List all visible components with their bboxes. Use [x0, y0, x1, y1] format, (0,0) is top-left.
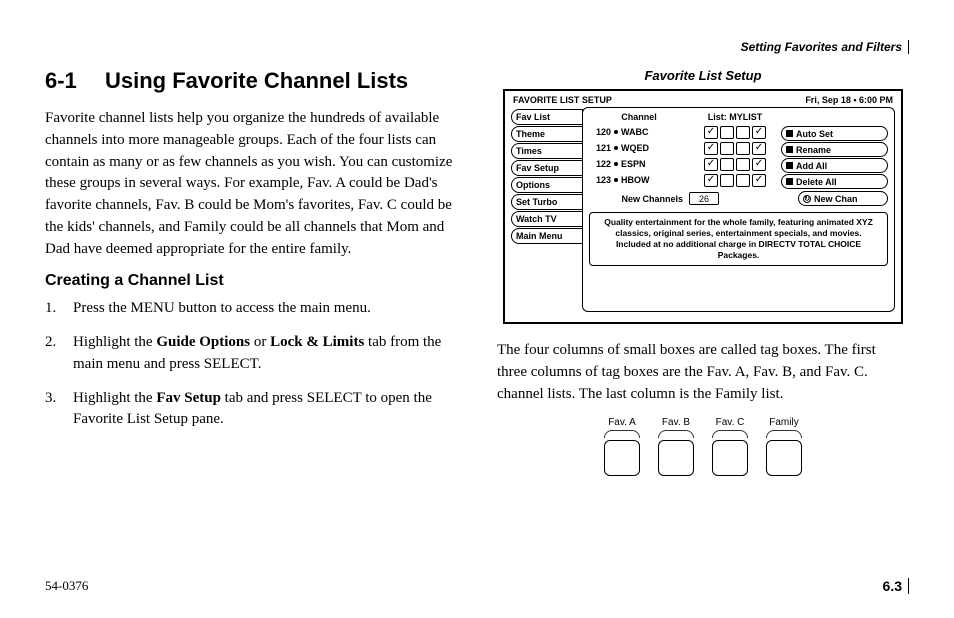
channel-row: 123HBOW: [589, 172, 689, 188]
tag-label-family: Family: [766, 417, 802, 428]
delete-all-button: Delete All: [781, 174, 888, 189]
tag-box: [736, 174, 750, 187]
subsection-heading: Creating a Channel List: [45, 272, 457, 290]
page-number: 6.3: [883, 578, 909, 594]
tag-box: [736, 142, 750, 155]
button-column: Auto Set Rename Add All Delete All: [781, 112, 888, 189]
tag-box-checked: ✓: [752, 126, 766, 139]
tag-box-checked: ✓: [704, 174, 718, 187]
tag-label-b: Fav. B: [658, 417, 694, 428]
square-icon: [786, 178, 793, 185]
tag-box-family: [766, 440, 802, 476]
channel-row: 121WQED: [589, 140, 689, 156]
figure-caption: Favorite List Setup: [497, 68, 909, 83]
tag-box: [720, 174, 734, 187]
dot-icon: [614, 146, 618, 150]
tag-box-checked: ✓: [704, 158, 718, 171]
page-footer: 54-0376 6.3: [45, 578, 909, 594]
channel-column: Channel 120WABC 121WQED 122ESPN 123HBOW: [589, 112, 689, 189]
tag-box-checked: ✓: [704, 142, 718, 155]
left-column: 6-1Using Favorite Channel Lists Favorite…: [45, 68, 457, 476]
refresh-icon: ↻: [803, 195, 811, 203]
tab-main-menu: Main Menu: [511, 228, 583, 244]
square-icon: [786, 130, 793, 137]
tag-box-checked: ✓: [752, 174, 766, 187]
tag-box-checked: ✓: [752, 142, 766, 155]
tag-column: List: MYLIST ✓✓ ✓✓ ✓✓ ✓✓: [695, 112, 775, 189]
arc-icon: [712, 430, 748, 438]
tag-label-a: Fav. A: [604, 417, 640, 428]
arc-icon: [604, 430, 640, 438]
tag-explanation: The four columns of small boxes are call…: [497, 340, 909, 405]
tab-theme: Theme: [511, 126, 583, 142]
square-icon: [786, 162, 793, 169]
intro-paragraph: Favorite channel lists help you organize…: [45, 108, 457, 260]
step-1: Press the MENU button to access the main…: [45, 298, 457, 320]
tab-fav-list: Fav List: [511, 109, 583, 125]
new-channels-row: New Channels 26 ↻New Chan: [589, 191, 888, 206]
add-all-button: Add All: [781, 158, 888, 173]
list-header: List: MYLIST: [695, 112, 775, 122]
tag-row: ✓✓: [695, 156, 775, 172]
tv-pane: Channel 120WABC 121WQED 122ESPN 123HBOW …: [582, 107, 895, 312]
tag-row: ✓✓: [695, 124, 775, 140]
tag-box: [720, 126, 734, 139]
square-icon: [786, 146, 793, 153]
tag-box-b: [658, 440, 694, 476]
tv-tabs: Fav List Theme Times Fav Setup Options S…: [511, 107, 583, 312]
right-column: Favorite List Setup FAVORITE LIST SETUP …: [497, 68, 909, 476]
channel-row: 120WABC: [589, 124, 689, 140]
tv-title: FAVORITE LIST SETUP: [513, 95, 612, 105]
steps-list: Press the MENU button to access the main…: [45, 298, 457, 431]
channel-row: 122ESPN: [589, 156, 689, 172]
channel-header: Channel: [589, 112, 689, 122]
dot-icon: [614, 162, 618, 166]
tv-screen-illustration: FAVORITE LIST SETUP Fri, Sep 18 • 6:00 P…: [503, 89, 903, 324]
auto-set-button: Auto Set: [781, 126, 888, 141]
tag-box: [720, 142, 734, 155]
page-columns: 6-1Using Favorite Channel Lists Favorite…: [45, 68, 909, 476]
section-heading: 6-1Using Favorite Channel Lists: [45, 68, 457, 94]
tv-datetime: Fri, Sep 18 • 6:00 PM: [805, 95, 893, 105]
rename-button: Rename: [781, 142, 888, 157]
new-chan-button: ↻New Chan: [798, 191, 888, 206]
tag-row: ✓✓: [695, 172, 775, 188]
tag-box: [736, 158, 750, 171]
new-channels-label: New Channels: [589, 194, 683, 204]
section-title: Using Favorite Channel Lists: [105, 68, 408, 93]
tag-box-diagram: Fav. A Fav. B Fav. C Family: [497, 417, 909, 476]
tag-box-c: [712, 440, 748, 476]
tab-times: Times: [511, 143, 583, 159]
tag-label-c: Fav. C: [712, 417, 748, 428]
chapter-header: Setting Favorites and Filters: [741, 40, 909, 54]
tag-box-a: [604, 440, 640, 476]
tag-box-checked: ✓: [752, 158, 766, 171]
tag-box: [720, 158, 734, 171]
dot-icon: [614, 130, 618, 134]
arc-icon: [766, 430, 802, 438]
arc-icon: [658, 430, 694, 438]
tab-watch-tv: Watch TV: [511, 211, 583, 227]
tag-row: ✓✓: [695, 140, 775, 156]
tab-options: Options: [511, 177, 583, 193]
tag-box-checked: ✓: [704, 126, 718, 139]
new-channels-count: 26: [689, 192, 719, 205]
section-number: 6-1: [45, 68, 105, 94]
dot-icon: [614, 178, 618, 182]
tab-set-turbo: Set Turbo: [511, 194, 583, 210]
tag-box: [736, 126, 750, 139]
description-box: Quality entertainment for the whole fami…: [589, 212, 888, 266]
doc-id: 54-0376: [45, 578, 88, 594]
step-2: Highlight the Guide Options or Lock & Li…: [45, 332, 457, 376]
step-3: Highlight the Fav Setup tab and press SE…: [45, 388, 457, 432]
tab-fav-setup: Fav Setup: [511, 160, 583, 176]
